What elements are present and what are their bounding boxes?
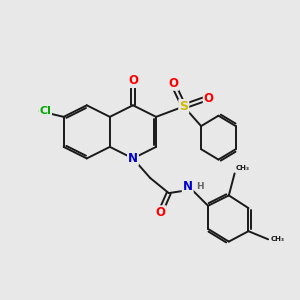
Text: H: H [196, 182, 204, 191]
Text: Cl: Cl [39, 106, 51, 116]
Text: CH₃: CH₃ [270, 236, 284, 242]
Text: O: O [128, 74, 138, 87]
Text: N: N [183, 180, 193, 193]
Text: S: S [179, 100, 188, 113]
Text: CH₃: CH₃ [236, 165, 250, 171]
Text: O: O [204, 92, 214, 105]
Text: O: O [156, 206, 166, 219]
Text: N: N [128, 152, 138, 165]
Text: O: O [168, 77, 178, 90]
